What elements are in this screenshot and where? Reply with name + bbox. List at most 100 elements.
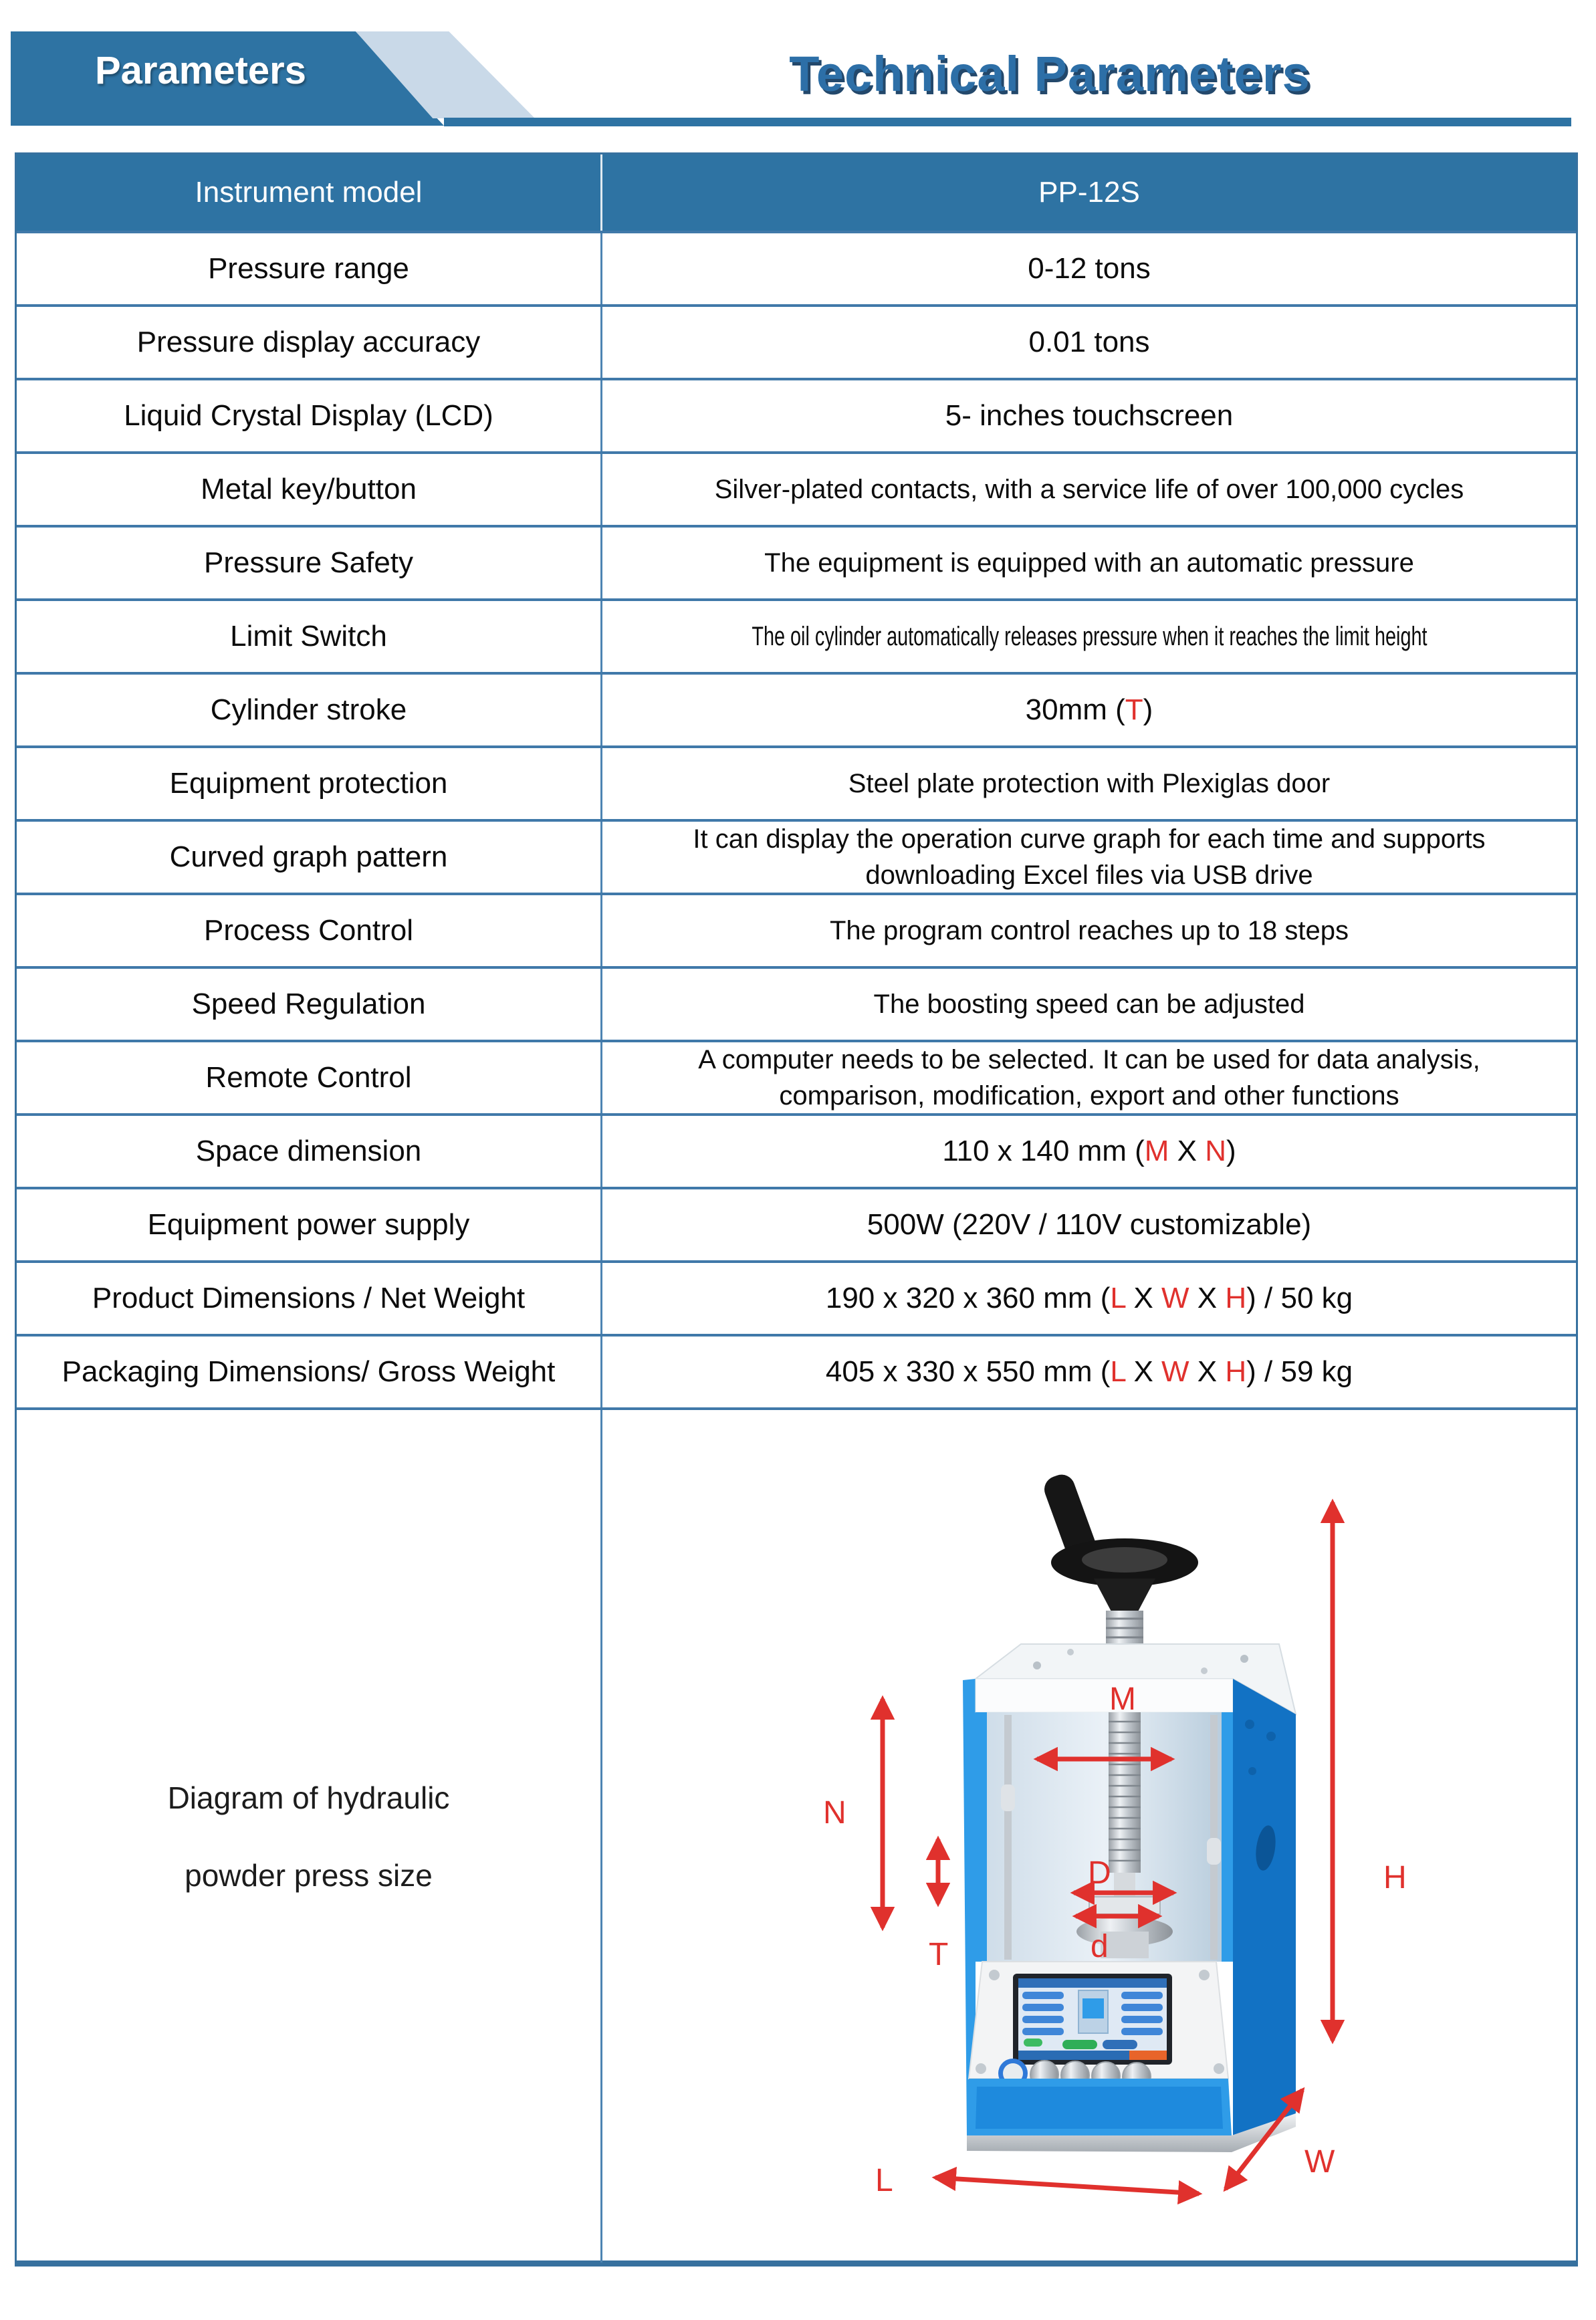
page-title: Technical Parameters xyxy=(789,46,1310,102)
table-row: Cylinder stroke 30mm (T) xyxy=(17,672,1576,745)
dim-arrow-W xyxy=(1223,2087,1305,2192)
param-label: Curved graph pattern xyxy=(169,840,448,873)
param-label-cell: Cylinder stroke xyxy=(17,675,602,745)
param-label-cell: Limit Switch xyxy=(17,601,602,672)
param-label: Pressure display accuracy xyxy=(136,325,481,358)
param-value: The boosting speed can be adjusted xyxy=(873,990,1305,1019)
param-value: 110 x 140 mm (M X N) xyxy=(942,1135,1236,1168)
table-row: Process Control The program control reac… xyxy=(17,893,1576,966)
guide-rod-right xyxy=(1210,1715,1218,1960)
header-label: Instrument model xyxy=(195,175,423,209)
param-value: 190 x 320 x 360 mm (L X W X H) / 50 kg xyxy=(825,1282,1353,1315)
param-label-cell: Pressure display accuracy xyxy=(17,307,602,378)
machine-side-panel xyxy=(1233,1679,1296,2145)
table-row: Product Dimensions / Net Weight 190 x 32… xyxy=(17,1260,1576,1334)
machine-left-edge xyxy=(963,1679,976,2135)
header-model-value: PP-12S xyxy=(1038,176,1140,209)
diagram-label-cell: Diagram of hydraulic powder press size xyxy=(17,1410,602,2263)
param-value: The oil cylinder automatically releases … xyxy=(751,622,1428,651)
table-row: Space dimension 110 x 140 mm (M X N) xyxy=(17,1113,1576,1187)
diagram-row: Diagram of hydraulic powder press size xyxy=(17,1407,1576,2263)
header-param-col: Instrument model xyxy=(17,154,602,231)
param-label-cell: Packaging Dimensions/ Gross Weight xyxy=(17,1337,602,1407)
param-value: It can display the operation curve graph… xyxy=(693,824,1486,890)
param-value-cell: 110 x 140 mm (M X N) xyxy=(602,1116,1576,1187)
param-label-cell: Equipment protection xyxy=(17,748,602,819)
param-value: Steel plate protection with Plexiglas do… xyxy=(848,769,1331,798)
param-label-cell: Product Dimensions / Net Weight xyxy=(17,1263,602,1334)
table-row: Pressure display accuracy 0.01 tons xyxy=(17,304,1576,378)
dim-label-D: D xyxy=(1088,1855,1111,1891)
hydraulic-press-diagram: M N T D d H L W xyxy=(823,1474,1407,2205)
press-machine-illustration xyxy=(963,1474,1297,2152)
param-value-cell: It can display the operation curve graph… xyxy=(602,822,1576,893)
param-value: A computer needs to be selected. It can … xyxy=(698,1045,1480,1111)
param-value: 0.01 tons xyxy=(1028,326,1150,359)
diagram-label-line1: Diagram of hydraulic xyxy=(167,1780,450,1815)
dim-label-T: T xyxy=(929,1937,948,1972)
table-row: Packaging Dimensions/ Gross Weight 405 x… xyxy=(17,1334,1576,1407)
param-label-cell: Remote Control xyxy=(17,1042,602,1113)
lower-die xyxy=(1101,1932,1149,1958)
param-label-cell: Metal key/button xyxy=(17,454,602,525)
param-label: Pressure range xyxy=(208,251,409,285)
param-label: Product Dimensions / Net Weight xyxy=(92,1281,526,1314)
param-value-cell: 30mm (T) xyxy=(602,675,1576,745)
param-label: Packaging Dimensions/ Gross Weight xyxy=(62,1355,556,1388)
param-label: Equipment power supply xyxy=(147,1207,470,1241)
table-row: Equipment protection Steel plate protect… xyxy=(17,745,1576,819)
param-value-cell: The equipment is equipped with an automa… xyxy=(602,528,1576,598)
table-row: Remote Control A computer needs to be se… xyxy=(17,1040,1576,1113)
param-label: Remote Control xyxy=(205,1060,412,1094)
table-row: Pressure Safety The equipment is equippe… xyxy=(17,525,1576,598)
param-label: Metal key/button xyxy=(201,472,417,505)
banner-underline xyxy=(444,118,1571,126)
param-value-cell: 0-12 tons xyxy=(602,233,1576,304)
dim-label-d: d xyxy=(1091,1929,1109,1964)
table-row: Metal key/button Silver-plated contacts,… xyxy=(17,451,1576,525)
machine-base xyxy=(967,2113,1296,2152)
press-diagram-cell: M N T D d H L W xyxy=(602,1410,1580,2263)
param-label: Space dimension xyxy=(195,1134,422,1167)
table-row: Limit Switch The oil cylinder automatica… xyxy=(17,598,1576,672)
param-label-cell: Process Control xyxy=(17,895,602,966)
param-value: The program control reaches up to 18 ste… xyxy=(830,916,1349,945)
table-row: Curved graph pattern It can display the … xyxy=(17,819,1576,893)
param-label-cell: Equipment power supply xyxy=(17,1189,602,1260)
param-label-cell: Speed Regulation xyxy=(17,969,602,1040)
param-value-cell: 405 x 330 x 550 mm (L X W X H) / 59 kg xyxy=(602,1337,1576,1407)
param-value: The equipment is equipped with an automa… xyxy=(764,548,1414,578)
param-value-cell: 190 x 320 x 360 mm (L X W X H) / 50 kg xyxy=(602,1263,1576,1334)
param-label: Cylinder stroke xyxy=(210,693,407,726)
param-value: 405 x 330 x 550 mm (L X W X H) / 59 kg xyxy=(825,1355,1353,1389)
param-label: Pressure Safety xyxy=(203,546,414,579)
table-row: Speed Regulation The boosting speed can … xyxy=(17,966,1576,1040)
handwheel-funnel xyxy=(1094,1579,1155,1614)
param-label: Equipment protection xyxy=(169,766,448,800)
param-label: Liquid Crystal Display (LCD) xyxy=(124,398,493,432)
param-value-cell: The program control reaches up to 18 ste… xyxy=(602,895,1576,966)
param-value: 5- inches touchscreen xyxy=(945,399,1234,433)
param-value-cell: Silver-plated contacts, with a service l… xyxy=(602,454,1576,525)
param-value-cell: The boosting speed can be adjusted xyxy=(602,969,1576,1040)
table-row: Equipment power supply 500W (220V / 110V… xyxy=(17,1187,1576,1260)
dim-arrow-L xyxy=(931,2166,1203,2205)
dim-label-H: H xyxy=(1383,1860,1407,1895)
param-value-cell: Steel plate protection with Plexiglas do… xyxy=(602,748,1576,819)
param-label-cell: Liquid Crystal Display (LCD) xyxy=(17,380,602,451)
param-label: Process Control xyxy=(203,913,413,947)
param-label: Speed Regulation xyxy=(191,987,426,1020)
param-value: Silver-plated contacts, with a service l… xyxy=(714,475,1464,504)
param-value: 500W (220V / 110V customizable) xyxy=(867,1208,1312,1242)
table-row: Liquid Crystal Display (LCD) 5- inches t… xyxy=(17,378,1576,451)
dimension-labels: M N T D d H L W xyxy=(823,1681,1407,2198)
param-label-cell: Pressure Safety xyxy=(17,528,602,598)
header-value-col: PP-12S xyxy=(602,154,1576,231)
table-row: Pressure range 0-12 tons xyxy=(17,231,1576,304)
spec-table: Instrument model PP-12S Pressure range 0… xyxy=(15,152,1578,2267)
param-value-cell: 500W (220V / 110V customizable) xyxy=(602,1189,1576,1260)
param-label-cell: Space dimension xyxy=(17,1116,602,1187)
dim-label-W: W xyxy=(1304,2144,1335,2180)
param-value-cell: 5- inches touchscreen xyxy=(602,380,1576,451)
